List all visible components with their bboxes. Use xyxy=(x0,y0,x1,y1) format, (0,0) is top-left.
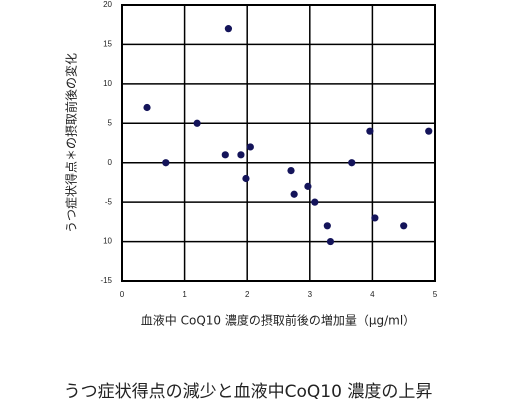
x-tick-label: 3 xyxy=(308,290,313,299)
point xyxy=(425,127,433,135)
point xyxy=(193,119,201,127)
point xyxy=(348,159,356,167)
plot-border xyxy=(121,4,436,282)
point xyxy=(366,127,374,135)
x-tick-label: 0 xyxy=(120,290,125,299)
y-tick-label: 15 xyxy=(103,40,112,49)
point xyxy=(143,103,151,112)
point xyxy=(162,159,170,167)
x-axis-label: 血液中 CoQ10 濃度の摂取前後の増加量（μg/ml） xyxy=(141,313,415,328)
y-tick-label: 10 xyxy=(103,79,112,88)
x-tick-label: 4 xyxy=(370,290,375,299)
y-axis-label: うつ症状得点＊の摂取前後の変化 xyxy=(64,53,79,233)
point xyxy=(400,222,408,230)
point xyxy=(221,151,229,159)
point xyxy=(242,174,250,183)
y-tick-label: -15 xyxy=(100,276,112,285)
caption: うつ症状得点の減少と血液中CoQ10 濃度の上昇 xyxy=(64,382,433,402)
y-tick-label: -5 xyxy=(105,197,113,206)
point xyxy=(323,222,331,230)
x-tick-label: 2 xyxy=(245,290,250,299)
point xyxy=(224,25,233,33)
point xyxy=(287,167,295,175)
point xyxy=(311,198,319,206)
point xyxy=(326,237,335,246)
y-tick-label: 5 xyxy=(108,118,113,127)
point xyxy=(246,143,254,151)
point xyxy=(290,190,298,198)
y-tick-label: 0 xyxy=(108,158,113,167)
y-tick-label: 20 xyxy=(103,0,112,9)
point xyxy=(371,214,379,222)
x-tick-label: 1 xyxy=(182,290,187,299)
point xyxy=(237,151,245,159)
y-tick-label: 10 xyxy=(103,237,112,246)
point xyxy=(304,182,312,190)
x-tick-label: 5 xyxy=(433,290,438,299)
